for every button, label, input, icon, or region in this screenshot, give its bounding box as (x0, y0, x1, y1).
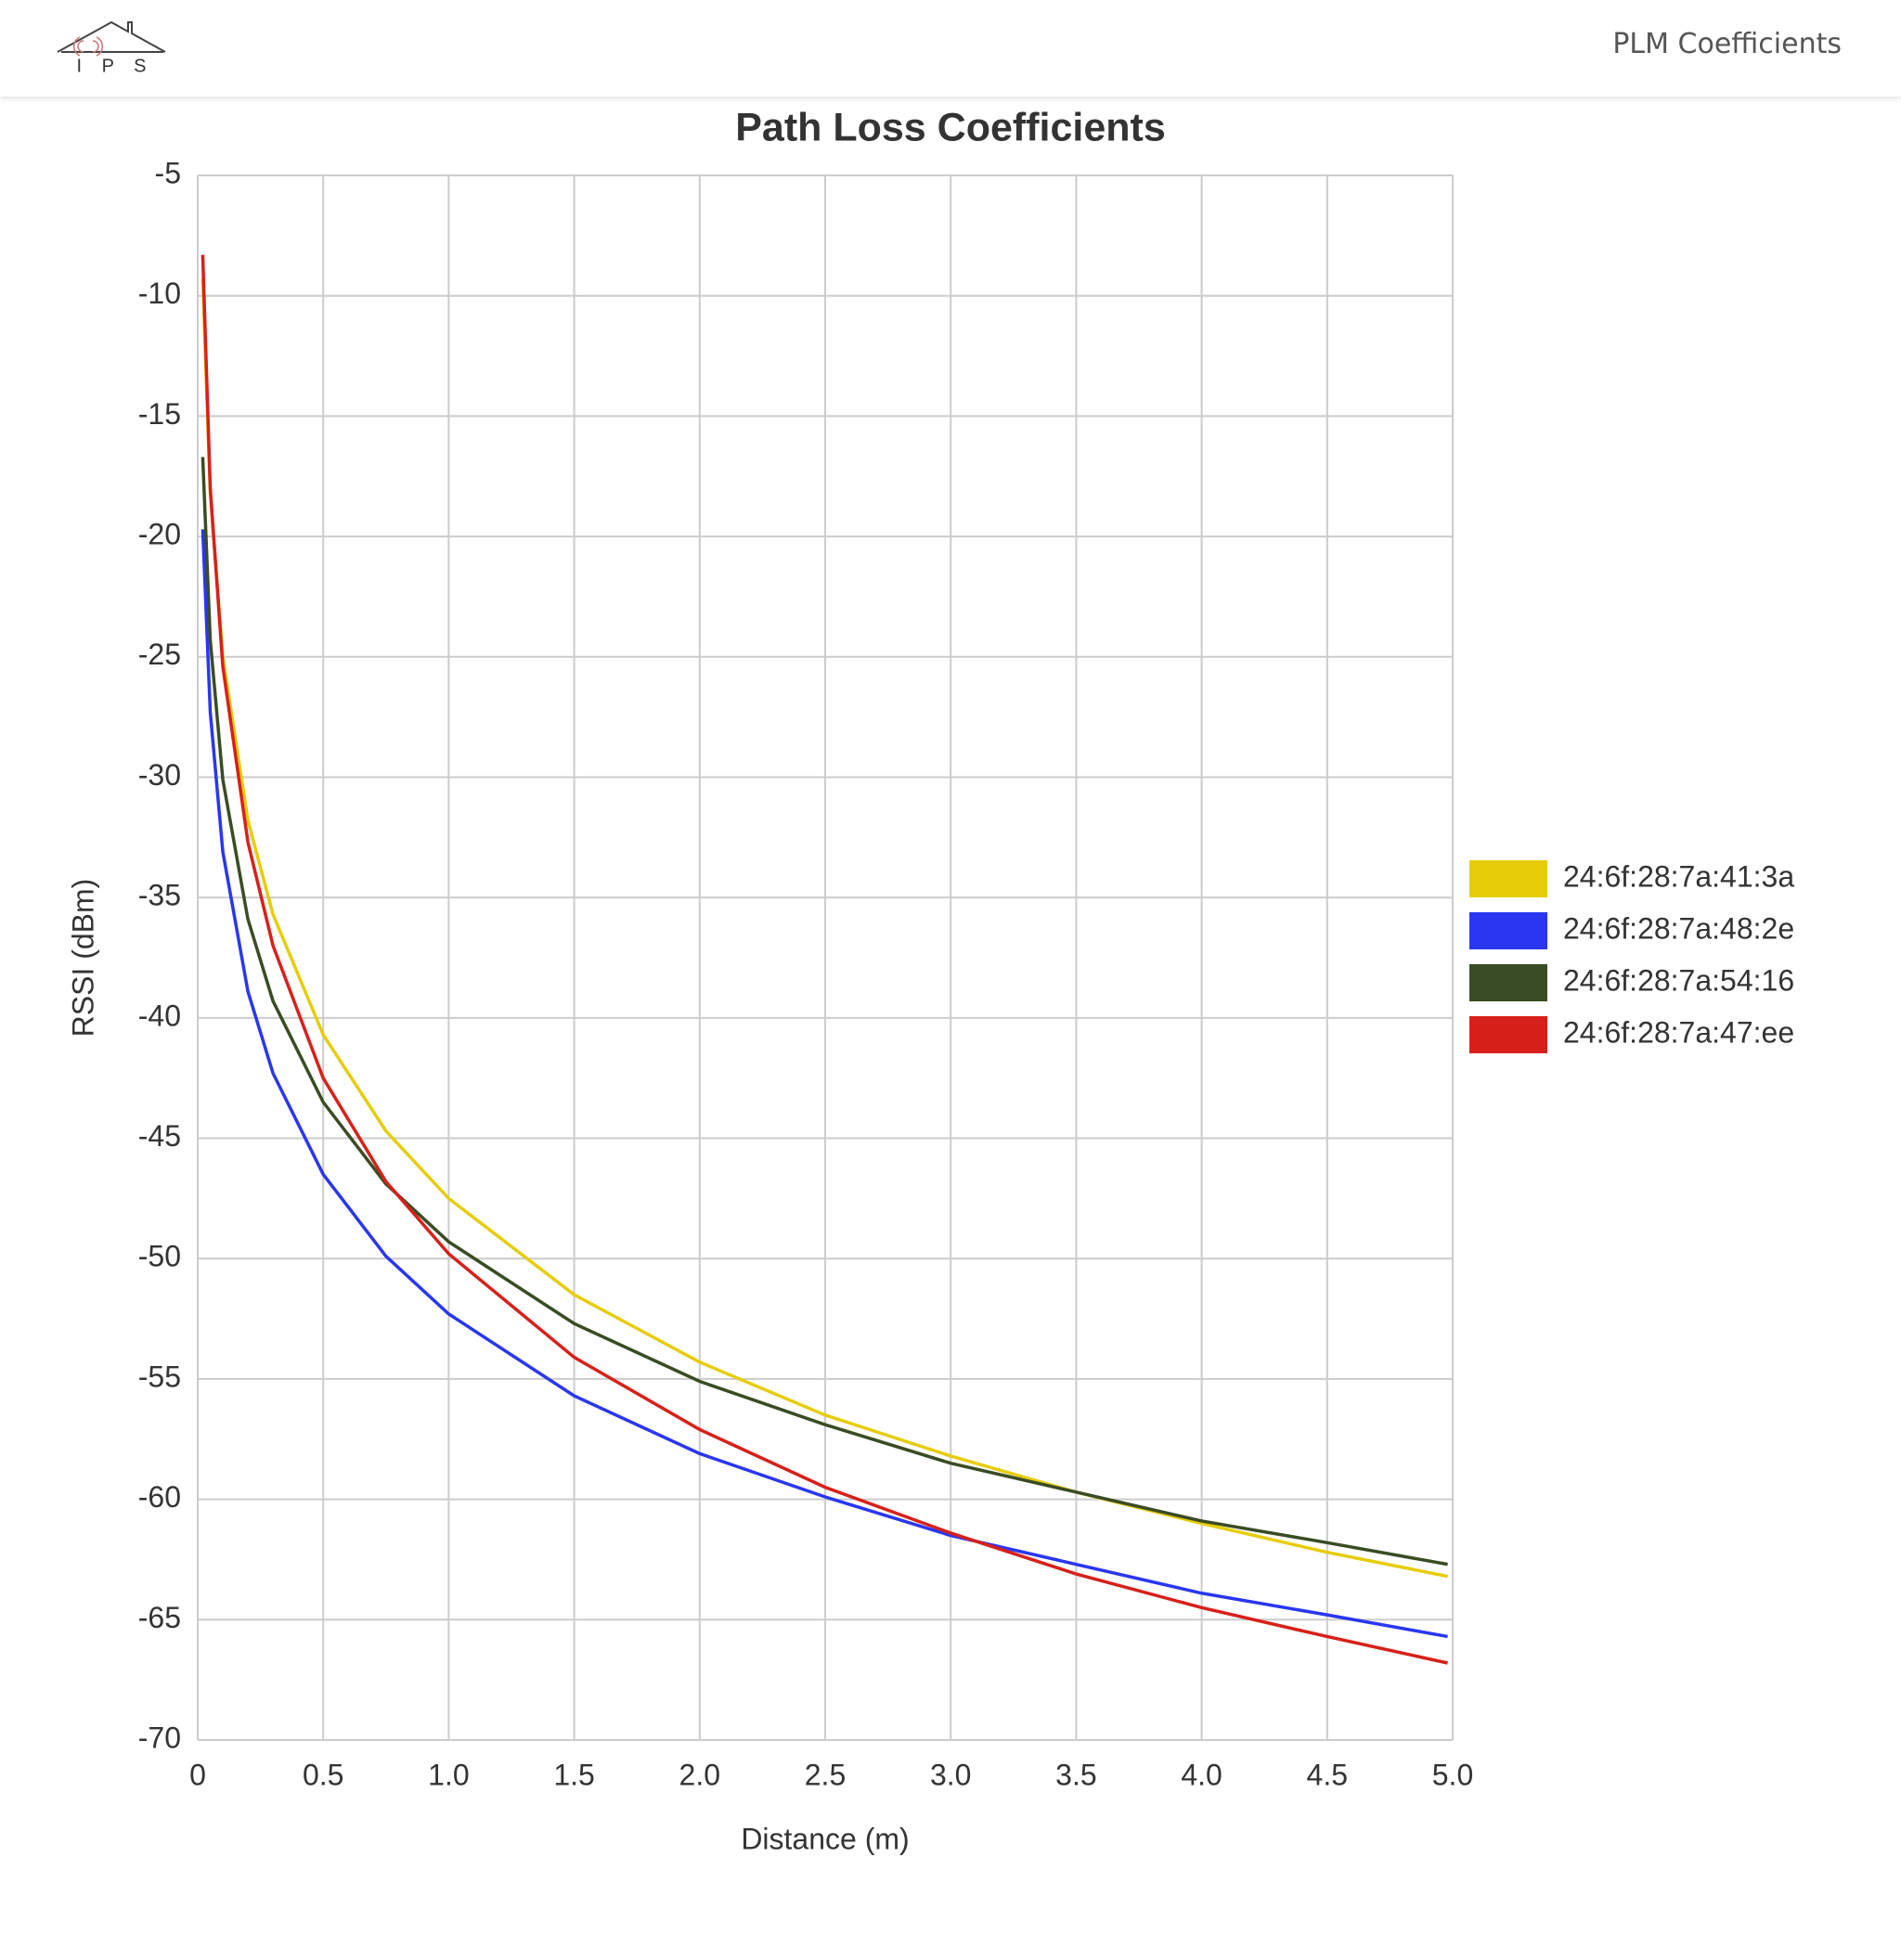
x-tick-label: 1.0 (428, 1758, 469, 1791)
legend-label: 24:6f:28:7a:47:ee (1563, 1015, 1794, 1049)
y-tick-label: -5 (155, 156, 181, 189)
y-tick-label: -30 (138, 758, 181, 792)
y-tick-label: -35 (138, 879, 181, 912)
y-tick-label: -45 (138, 1119, 181, 1153)
legend-label: 24:6f:28:7a:54:16 (1563, 963, 1794, 997)
x-tick-label: 5.0 (1432, 1758, 1473, 1791)
y-tick-label: -55 (138, 1360, 181, 1393)
x-tick-label: 2.0 (679, 1758, 720, 1791)
legend-swatch (1469, 1016, 1547, 1053)
y-tick-label: -60 (138, 1480, 181, 1514)
x-tick-label: 3.0 (930, 1758, 971, 1791)
logo-signal (72, 36, 104, 57)
x-tick-label: 4.0 (1181, 1758, 1222, 1791)
legend-swatch (1469, 912, 1547, 949)
x-tick-label: 3.5 (1055, 1758, 1096, 1791)
legend-swatch (1469, 964, 1547, 1001)
y-tick-label: -40 (138, 999, 181, 1032)
x-tick-label: 0.5 (303, 1758, 343, 1791)
x-tick-label: 1.5 (553, 1758, 594, 1791)
logo-text: I P S (77, 56, 154, 76)
series-line (200, 457, 1448, 1567)
legend-label: 24:6f:28:7a:48:2e (1563, 911, 1794, 945)
nav-link[interactable]: PLM Coefficients (1612, 28, 1842, 60)
logo-roof (57, 20, 166, 53)
series-line (200, 254, 1448, 1665)
y-axis-label: RSSI (dBm) (66, 879, 99, 1038)
chart-title: Path Loss Coefficients (735, 105, 1166, 149)
legend-label: 24:6f:28:7a:41:3a (1563, 859, 1794, 893)
y-tick-label: -20 (138, 518, 181, 551)
y-tick-label: -65 (138, 1601, 181, 1634)
y-tick-label: -10 (138, 277, 181, 310)
navbar: I P S PLM Coefficients (0, 0, 1901, 97)
x-tick-label: 2.5 (805, 1758, 846, 1791)
y-tick-label: -15 (138, 397, 181, 431)
y-tick-label: -25 (138, 638, 181, 671)
y-tick-label: -50 (138, 1240, 181, 1273)
legend-swatch (1469, 860, 1547, 897)
y-tick-label: -70 (138, 1721, 181, 1754)
x-axis-label: Distance (m) (741, 1822, 909, 1855)
x-tick-label: 4.5 (1307, 1758, 1348, 1791)
series-line (200, 529, 1448, 1639)
x-tick-label: 0 (189, 1758, 206, 1791)
logo[interactable]: I P S (56, 13, 241, 106)
